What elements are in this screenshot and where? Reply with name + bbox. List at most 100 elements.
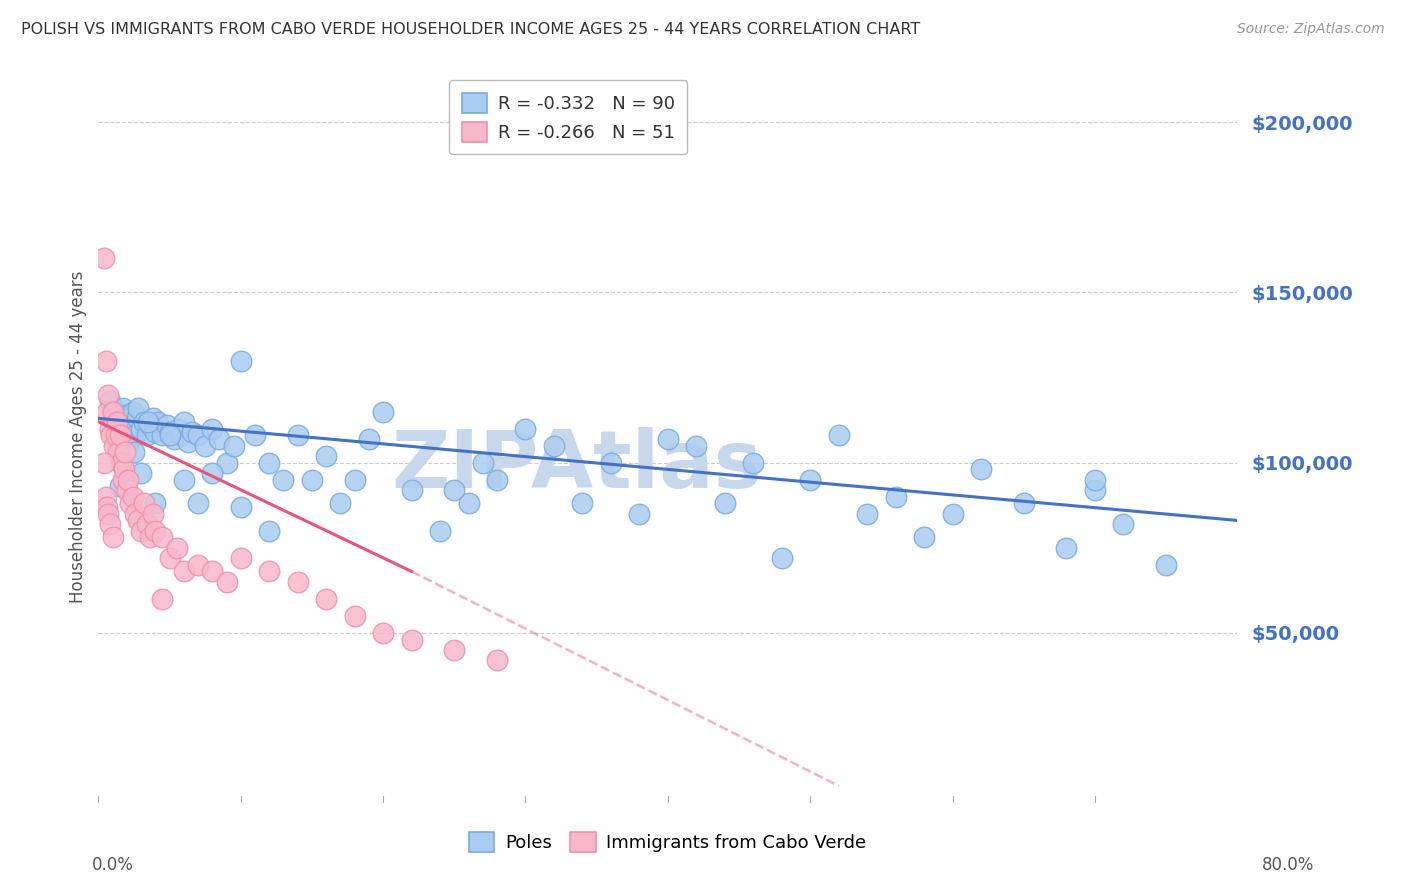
Point <box>799 473 821 487</box>
Point <box>201 466 224 480</box>
Point <box>912 531 935 545</box>
Point <box>357 432 380 446</box>
Point <box>1112 516 1135 531</box>
Point <box>194 439 217 453</box>
Point <box>443 483 465 497</box>
Point <box>229 353 252 368</box>
Point <box>118 496 141 510</box>
Point <box>129 421 152 435</box>
Point <box>124 507 146 521</box>
Point <box>105 415 128 429</box>
Point <box>156 418 179 433</box>
Point <box>111 473 134 487</box>
Point <box>120 425 142 439</box>
Point <box>201 565 224 579</box>
Point <box>108 428 131 442</box>
Point <box>96 404 118 418</box>
Point <box>141 411 163 425</box>
Point <box>124 428 146 442</box>
Point <box>138 418 160 433</box>
Point <box>173 473 195 487</box>
Point <box>222 439 245 453</box>
Point <box>135 428 157 442</box>
Point <box>111 401 134 416</box>
Point <box>167 421 190 435</box>
Point <box>98 394 121 409</box>
Point <box>429 524 451 538</box>
Point <box>121 404 143 418</box>
Point <box>110 456 132 470</box>
Point <box>152 428 174 442</box>
Point <box>187 496 209 510</box>
Point <box>229 500 252 514</box>
Point <box>177 435 200 450</box>
Point <box>343 608 366 623</box>
Point <box>108 421 131 435</box>
Point <box>163 432 186 446</box>
Point <box>315 591 337 606</box>
Point <box>96 500 118 514</box>
Point <box>125 411 148 425</box>
Point <box>93 252 115 266</box>
Point <box>259 456 281 470</box>
Point <box>97 387 120 401</box>
Point <box>166 541 188 555</box>
Y-axis label: Householder Income Ages 25 - 44 years: Householder Income Ages 25 - 44 years <box>69 271 87 603</box>
Point <box>1012 496 1035 510</box>
Point <box>122 445 145 459</box>
Point <box>1154 558 1177 572</box>
Point <box>373 625 395 640</box>
Point <box>159 425 181 439</box>
Point <box>486 473 509 487</box>
Point <box>515 421 537 435</box>
Point <box>97 507 120 521</box>
Point <box>112 415 135 429</box>
Point <box>181 425 204 439</box>
Point <box>104 404 127 418</box>
Point <box>115 408 138 422</box>
Point <box>112 462 135 476</box>
Point <box>1056 541 1078 555</box>
Point <box>1084 483 1107 497</box>
Point <box>471 456 494 470</box>
Point <box>215 456 238 470</box>
Point <box>94 490 117 504</box>
Point <box>132 415 155 429</box>
Point <box>173 565 195 579</box>
Point <box>970 462 993 476</box>
Point <box>486 653 509 667</box>
Point <box>628 507 651 521</box>
Point <box>856 507 879 521</box>
Point <box>104 428 127 442</box>
Point <box>942 507 965 521</box>
Point <box>152 531 174 545</box>
Point <box>129 524 152 538</box>
Point <box>98 516 121 531</box>
Point <box>600 456 623 470</box>
Point <box>127 401 149 416</box>
Point <box>122 418 145 433</box>
Point <box>401 483 423 497</box>
Point <box>114 445 136 459</box>
Point <box>145 524 167 538</box>
Point <box>115 439 138 453</box>
Point <box>187 558 209 572</box>
Point <box>159 428 181 442</box>
Point <box>100 428 122 442</box>
Point <box>201 421 224 435</box>
Point <box>208 432 231 446</box>
Point <box>145 496 167 510</box>
Point <box>315 449 337 463</box>
Point <box>159 550 181 565</box>
Legend: Poles, Immigrants from Cabo Verde: Poles, Immigrants from Cabo Verde <box>463 825 873 860</box>
Point <box>243 428 266 442</box>
Point <box>108 479 131 493</box>
Point <box>443 642 465 657</box>
Point <box>229 550 252 565</box>
Point <box>742 456 765 470</box>
Point <box>457 496 479 510</box>
Point <box>259 565 281 579</box>
Point <box>98 421 121 435</box>
Point <box>121 490 143 504</box>
Point <box>657 432 679 446</box>
